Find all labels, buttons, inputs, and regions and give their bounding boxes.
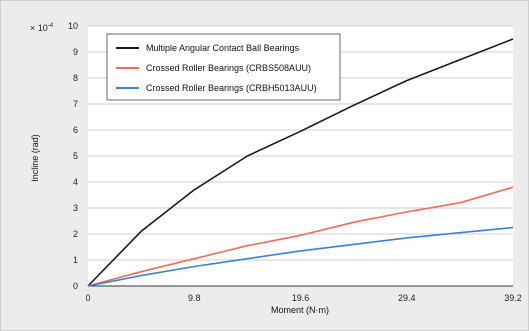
y-tick-label: 2 <box>73 229 78 239</box>
y-axis-label: Incline (rad) <box>30 134 40 182</box>
x-tick-label: 19.6 <box>292 293 310 303</box>
x-tick-label: 0 <box>85 293 90 303</box>
y-multiplier: × 10-4 <box>30 23 54 33</box>
x-tick-label: 29.4 <box>398 293 416 303</box>
y-tick-label: 6 <box>73 125 78 135</box>
legend-label: Crossed Roller Bearings (CRBS508AUU) <box>146 63 311 73</box>
y-tick-label: 9 <box>73 47 78 57</box>
legend-box <box>106 33 341 101</box>
x-tick-label: 9.8 <box>188 293 201 303</box>
series-line <box>87 186 514 287</box>
y-tick-label: 5 <box>73 151 78 161</box>
legend-label: Crossed Roller Bearings (CRBH5013AUU) <box>146 83 317 93</box>
y-tick-label: 4 <box>73 177 78 187</box>
series-lines <box>87 38 514 287</box>
grid <box>88 25 513 261</box>
series-line <box>87 38 514 287</box>
y-tick-label: 0 <box>73 281 78 291</box>
x-tick-labels: 0 9.8 19.6 29.4 39.2 <box>85 293 521 303</box>
x-axis-label: Moment (N·m) <box>271 305 329 315</box>
legend: Multiple Angular Contact Ball Bearings Cr… <box>106 33 341 101</box>
y-tick-label: 10 <box>68 21 78 31</box>
y-tick-labels: 0 1 2 3 4 5 6 7 8 9 10 <box>68 21 78 291</box>
y-tick-label: 7 <box>73 99 78 109</box>
x-tick-label: 39.2 <box>504 293 522 303</box>
y-tick-label: 1 <box>73 255 78 265</box>
series-line <box>87 226 514 287</box>
legend-label: Multiple Angular Contact Ball Bearings <box>146 43 300 53</box>
y-tick-label: 3 <box>73 203 78 213</box>
y-tick-label: 8 <box>73 73 78 83</box>
